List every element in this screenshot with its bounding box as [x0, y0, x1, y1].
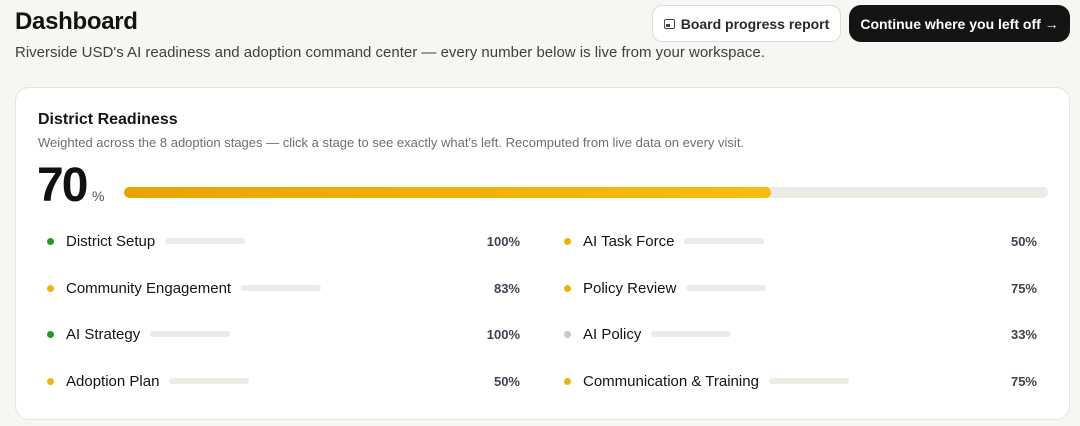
status-dot	[564, 377, 571, 385]
stage-progress-bar	[165, 238, 246, 244]
stage-percent: 75%	[1010, 373, 1037, 389]
continue-button[interactable]: Continue where you left off →	[849, 5, 1070, 42]
board-progress-report-button[interactable]: Board progress report	[652, 5, 841, 42]
stage-progress-bar	[684, 238, 765, 244]
stage-district-setup[interactable]: District Setup 100%	[47, 229, 520, 253]
status-dot	[47, 377, 54, 385]
readiness-progress-fill	[124, 187, 771, 198]
card-description: Weighted across the 8 adoption stages — …	[38, 135, 745, 150]
readiness-percent: 70	[37, 159, 88, 212]
stage-progress-bar	[768, 378, 849, 384]
stage-label: Community Engagement	[66, 279, 232, 297]
report-icon	[663, 18, 675, 29]
page-title: Dashboard	[15, 8, 138, 35]
district-readiness-card: District Readiness Weighted across the 8…	[15, 87, 1070, 420]
stage-progress-bar	[651, 331, 732, 337]
stage-progress-bar	[686, 285, 767, 291]
stage-percent: 100%	[486, 233, 520, 249]
board-progress-report-label: Board progress report	[680, 15, 830, 32]
stage-label: AI Task Force	[583, 232, 675, 250]
status-dot	[564, 284, 571, 292]
stage-community-engagement[interactable]: Community Engagement 83%	[47, 276, 520, 300]
stage-percent: 100%	[486, 326, 520, 342]
stage-ai-strategy[interactable]: AI Strategy 100%	[47, 322, 520, 346]
stage-progress-bar	[241, 285, 322, 291]
readiness-progress-bar	[124, 187, 1048, 198]
status-dot	[564, 330, 571, 338]
stage-label: District Setup	[66, 232, 156, 250]
status-dot	[47, 237, 54, 245]
stage-progress-bar	[169, 378, 250, 384]
stage-label: Policy Review	[583, 279, 677, 297]
stage-communication-training[interactable]: Communication & Training 75%	[564, 369, 1037, 393]
stage-percent: 50%	[1010, 233, 1037, 249]
stage-adoption-plan[interactable]: Adoption Plan 50%	[47, 369, 520, 393]
page-subtitle: Riverside USD's AI readiness and adoptio…	[15, 44, 765, 61]
status-dot	[564, 237, 571, 245]
stage-percent: 50%	[493, 373, 520, 389]
stage-ai-policy[interactable]: AI Policy 33%	[564, 322, 1037, 346]
stage-percent: 33%	[1010, 326, 1037, 342]
continue-button-label: Continue where you left off →	[860, 15, 1059, 32]
stage-label: AI Policy	[583, 325, 642, 343]
stage-label: Communication & Training	[583, 372, 759, 390]
percent-sign: %	[92, 188, 105, 204]
stage-percent: 75%	[1010, 280, 1037, 296]
stage-ai-task-force[interactable]: AI Task Force 50%	[564, 229, 1037, 253]
status-dot	[47, 330, 54, 338]
stage-progress-bar	[150, 331, 231, 337]
stage-policy-review[interactable]: Policy Review 75%	[564, 276, 1037, 300]
stage-label: Adoption Plan	[66, 372, 160, 390]
stage-percent: 83%	[493, 280, 520, 296]
status-dot	[47, 284, 54, 292]
card-title: District Readiness	[38, 111, 178, 128]
stage-label: AI Strategy	[66, 325, 141, 343]
